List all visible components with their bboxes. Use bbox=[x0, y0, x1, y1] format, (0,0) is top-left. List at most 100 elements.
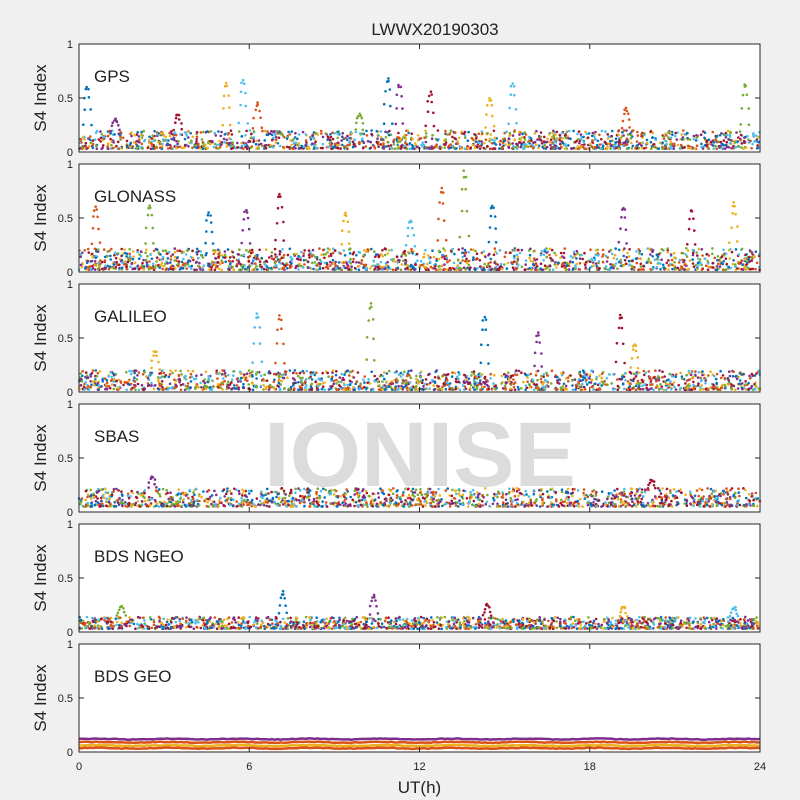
data-point bbox=[581, 257, 584, 261]
data-point bbox=[487, 268, 491, 272]
data-point bbox=[278, 144, 282, 148]
data-point bbox=[569, 374, 572, 377]
data-point bbox=[264, 387, 268, 391]
data-point bbox=[695, 144, 699, 147]
data-point bbox=[119, 135, 122, 139]
data-point bbox=[229, 145, 232, 148]
data-point bbox=[743, 265, 746, 268]
data-point bbox=[689, 146, 693, 150]
data-point bbox=[753, 255, 756, 259]
data-point bbox=[706, 145, 709, 149]
data-point bbox=[598, 267, 601, 270]
data-point bbox=[251, 381, 254, 385]
data-point bbox=[616, 130, 620, 133]
data-point bbox=[90, 259, 94, 263]
data-point bbox=[515, 267, 518, 271]
data-point bbox=[252, 139, 256, 143]
data-point bbox=[737, 144, 740, 148]
data-point bbox=[625, 262, 628, 266]
data-point bbox=[427, 257, 431, 260]
data-point bbox=[306, 260, 310, 264]
data-point bbox=[97, 384, 100, 387]
data-point bbox=[313, 261, 317, 264]
data-point bbox=[201, 256, 205, 259]
data-point bbox=[518, 130, 521, 134]
data-point-spike bbox=[151, 226, 154, 230]
data-point bbox=[166, 142, 170, 146]
data-point bbox=[296, 374, 300, 378]
data-point bbox=[136, 131, 139, 134]
data-point bbox=[348, 143, 351, 147]
data-point bbox=[370, 370, 374, 374]
data-point bbox=[141, 261, 144, 265]
data-point bbox=[498, 147, 501, 150]
data-point bbox=[281, 248, 284, 251]
data-point bbox=[649, 268, 653, 271]
data-point bbox=[727, 249, 731, 252]
data-point bbox=[401, 373, 405, 376]
data-point bbox=[640, 268, 644, 271]
data-point bbox=[424, 132, 428, 135]
data-point bbox=[205, 385, 208, 388]
data-point bbox=[378, 384, 381, 388]
data-point bbox=[483, 141, 486, 145]
data-point bbox=[750, 146, 753, 150]
data-point bbox=[693, 147, 697, 150]
data-point bbox=[217, 253, 220, 256]
data-point bbox=[543, 135, 546, 139]
data-point bbox=[627, 259, 631, 263]
data-point bbox=[359, 262, 363, 265]
data-point bbox=[242, 375, 245, 379]
data-point bbox=[500, 267, 504, 271]
data-point bbox=[89, 135, 92, 138]
data-point bbox=[408, 374, 411, 377]
data-point bbox=[445, 256, 449, 260]
data-point bbox=[328, 138, 332, 142]
data-point bbox=[265, 385, 269, 389]
data-point bbox=[736, 267, 739, 270]
data-point bbox=[479, 379, 482, 382]
data-point bbox=[453, 371, 457, 375]
data-point bbox=[137, 138, 141, 141]
data-point bbox=[87, 137, 90, 140]
data-point bbox=[330, 142, 334, 145]
data-point bbox=[147, 374, 151, 378]
data-point bbox=[666, 147, 670, 150]
data-point bbox=[711, 130, 715, 134]
data-point-spike bbox=[488, 226, 492, 229]
data-point bbox=[559, 387, 563, 391]
data-point bbox=[96, 267, 100, 271]
data-point bbox=[741, 268, 745, 271]
data-point bbox=[732, 370, 735, 374]
data-point bbox=[662, 266, 666, 270]
data-point bbox=[516, 258, 520, 261]
data-point bbox=[364, 263, 368, 267]
data-point bbox=[606, 145, 609, 148]
y-tick-label: 0.5 bbox=[58, 93, 73, 105]
data-point bbox=[717, 387, 720, 391]
data-point bbox=[174, 133, 178, 137]
data-point bbox=[151, 134, 154, 137]
data-point bbox=[162, 264, 166, 268]
data-point bbox=[168, 131, 171, 135]
data-point-spike bbox=[340, 229, 344, 232]
data-point bbox=[565, 268, 568, 272]
data-point bbox=[372, 259, 376, 263]
data-point bbox=[159, 253, 162, 256]
data-point bbox=[109, 132, 112, 135]
data-point bbox=[136, 382, 140, 386]
data-point bbox=[164, 374, 168, 377]
data-point bbox=[751, 374, 755, 377]
data-point bbox=[659, 383, 662, 386]
data-point bbox=[194, 387, 197, 391]
data-point bbox=[404, 262, 407, 265]
data-point bbox=[98, 263, 101, 267]
data-point bbox=[528, 256, 531, 260]
data-point bbox=[697, 247, 701, 251]
data-point bbox=[153, 266, 157, 270]
data-point bbox=[408, 381, 412, 384]
data-point bbox=[297, 268, 300, 271]
data-point bbox=[503, 263, 506, 266]
data-point bbox=[331, 131, 334, 134]
data-point bbox=[398, 140, 402, 143]
